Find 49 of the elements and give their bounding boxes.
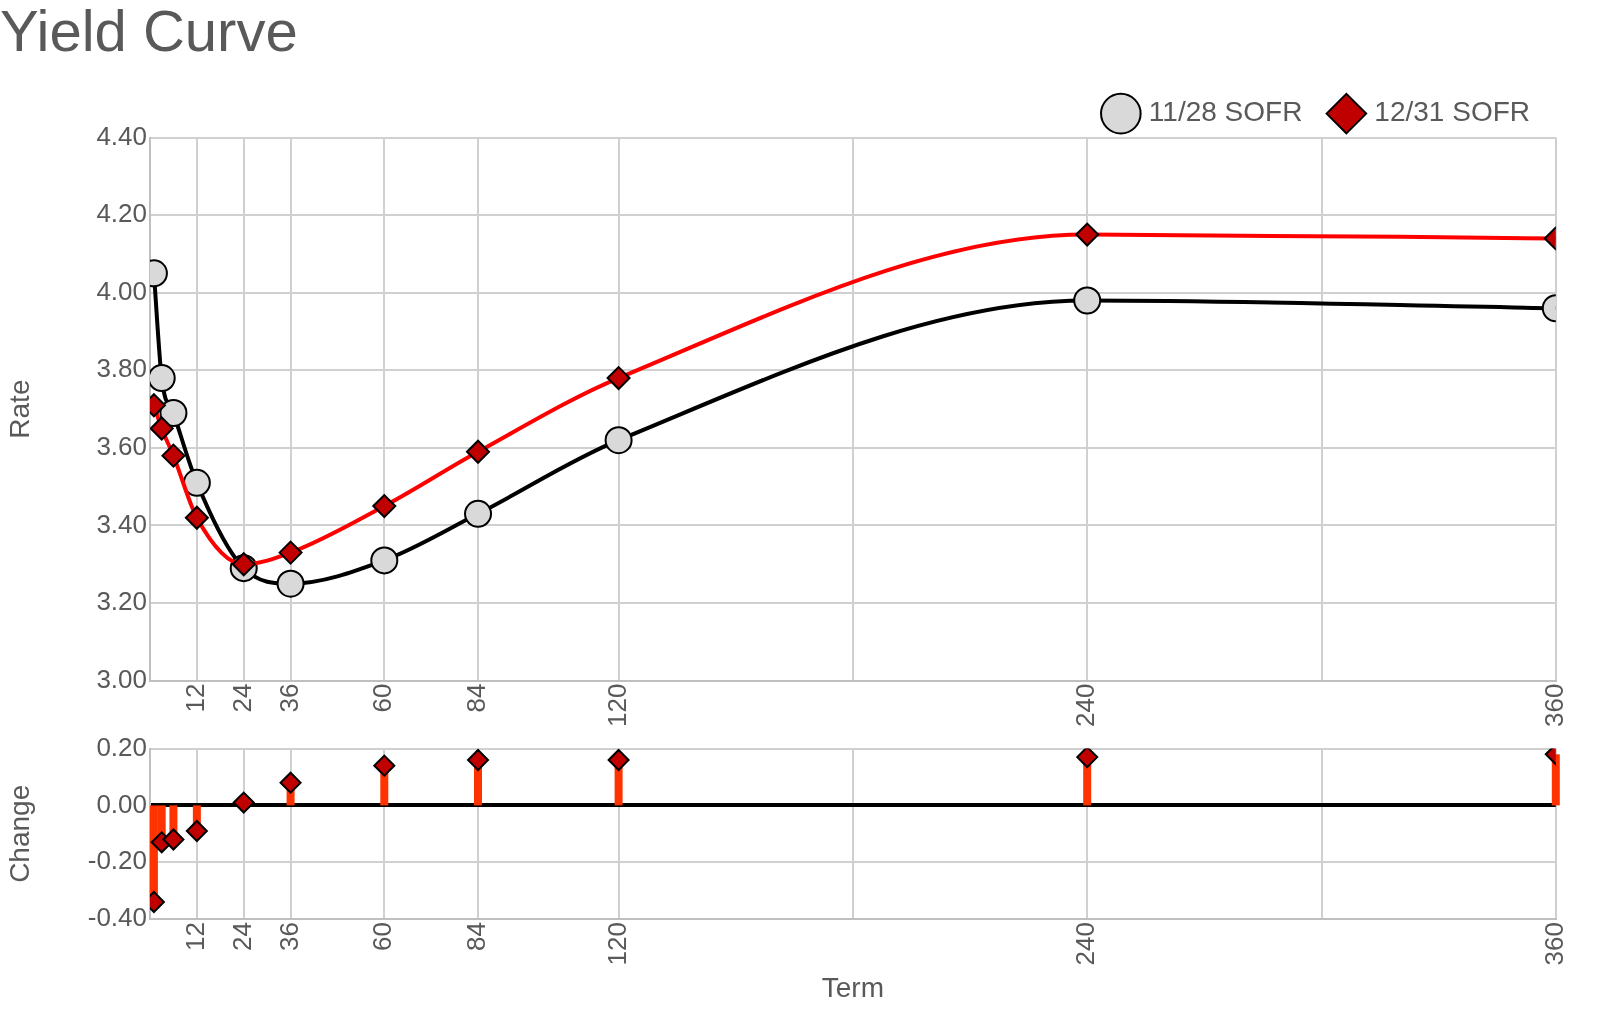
chart-title: Yield Curve (0, 0, 298, 63)
y-tick-label: 4.20 (96, 198, 147, 229)
point (1076, 748, 1099, 769)
x-tick-label: 360 (1538, 922, 1569, 966)
y-tick-label: 3.60 (96, 431, 147, 462)
y-tick-label: 3.00 (96, 663, 147, 694)
point (159, 398, 188, 427)
x-tick-label: 24 (226, 922, 257, 951)
x-tick-label: 12 (180, 922, 211, 951)
x-tick-label: 12 (180, 683, 211, 713)
x-tick-label: 84 (461, 683, 492, 713)
y-axis-title: Change (3, 784, 35, 883)
y-tick-label: 3.20 (96, 586, 147, 617)
x-tick-label: 60 (367, 683, 398, 713)
point (604, 426, 633, 455)
x-tick-label: 240 (1070, 683, 1101, 728)
x-tick-label: 60 (367, 922, 398, 951)
point (182, 468, 211, 497)
y-tick-label: 4.40 (96, 120, 147, 151)
point (185, 819, 208, 842)
y-tick-label: -0.20 (87, 845, 147, 876)
legend-label: 12/31 SOFR (1374, 96, 1531, 128)
y-tick-label: 3.80 (96, 353, 147, 384)
point (373, 754, 396, 777)
point (162, 828, 185, 851)
x-tick-label: 24 (226, 683, 257, 713)
x-axis-title: Term (821, 971, 885, 1003)
x-tick-label: 240 (1070, 922, 1101, 966)
y-tick-label: 0.00 (96, 788, 147, 819)
point (279, 771, 302, 794)
y-axis-title: Rate (3, 379, 35, 439)
point (232, 791, 255, 814)
point (1073, 286, 1102, 315)
y-tick-label: -0.40 (87, 902, 147, 933)
x-tick-label: 360 (1538, 683, 1569, 728)
y-tick-label: 4.00 (96, 275, 147, 306)
y-tick-label: 0.20 (96, 731, 147, 762)
x-tick-label: 36 (273, 683, 304, 713)
point (464, 499, 493, 528)
x-tick-label: 120 (601, 683, 632, 728)
point (370, 546, 399, 575)
point (607, 748, 630, 771)
point (467, 748, 490, 771)
point (276, 569, 305, 598)
x-tick-label: 120 (601, 922, 632, 966)
legend-label: 11/28 SOFR (1148, 96, 1303, 128)
x-tick-label: 84 (461, 922, 492, 951)
y-tick-label: 3.40 (96, 508, 147, 539)
x-tick-label: 36 (273, 922, 304, 951)
